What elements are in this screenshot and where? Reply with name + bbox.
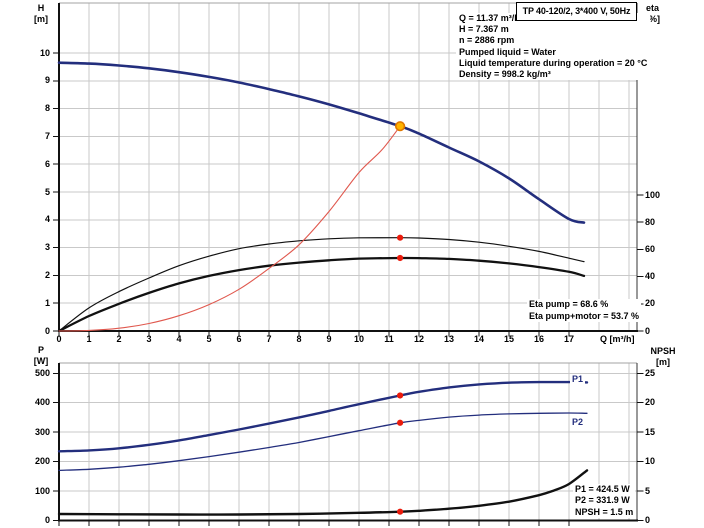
p1-point bbox=[397, 392, 404, 399]
info-n: n = 2886 rpm bbox=[459, 35, 515, 46]
eta-values-note: Eta pump = 68.6 % Eta pump+motor = 53.7 … bbox=[527, 299, 642, 323]
eta-tick-label: 20 bbox=[645, 298, 656, 309]
x-tick-label: 1 bbox=[86, 333, 92, 344]
npsh-tick-label: 20 bbox=[645, 397, 656, 408]
h-axis-label-line1: H bbox=[37, 3, 45, 13]
operating-point-info: Q = 11.37 m³/h H = 7.367 m n = 2886 rpm … bbox=[456, 13, 651, 81]
p-tick-label: 200 bbox=[34, 456, 50, 467]
p2-point bbox=[397, 419, 404, 426]
x-tick-label: 0 bbox=[56, 333, 62, 344]
info-temperature: Liquid temperature during operation = 20… bbox=[459, 57, 648, 68]
eta-pump-curve bbox=[58, 237, 585, 332]
h-tick-label: 9 bbox=[44, 75, 50, 86]
npsh-axis-label-line1: NPSH bbox=[650, 346, 676, 356]
duty-point bbox=[395, 121, 406, 132]
eta-pump-motor-curve bbox=[57, 256, 586, 333]
p-tick-label: 0 bbox=[44, 515, 50, 525]
npsh-value: NPSH = 1.5 m bbox=[575, 506, 634, 517]
p2-curve bbox=[58, 412, 588, 472]
npsh-axis-label-line2: [m] bbox=[656, 356, 670, 367]
eta-tick-label: 60 bbox=[645, 243, 656, 254]
npsh-tick-label: 5 bbox=[645, 485, 651, 496]
npsh-axis-label: NPSH [m] bbox=[644, 346, 682, 367]
p-axis-label-line2: [W] bbox=[33, 355, 49, 366]
info-liquid: Pumped liquid = Water bbox=[459, 46, 556, 57]
h-tick-label: 4 bbox=[44, 214, 50, 225]
p-axis-label-line1: P bbox=[37, 345, 44, 355]
h-tick-label: 0 bbox=[44, 325, 50, 336]
x-tick-label: 16 bbox=[533, 333, 544, 344]
p-tick-label: 500 bbox=[34, 367, 50, 378]
npsh-tick-label: 10 bbox=[645, 456, 656, 467]
eta-tick-label: 100 bbox=[645, 189, 661, 200]
x-tick-label: 4 bbox=[176, 333, 182, 344]
eta-pump-motor-point bbox=[397, 254, 404, 262]
npsh-curve bbox=[57, 469, 589, 516]
h-tick-label: 7 bbox=[44, 130, 50, 141]
eta-tick-label: 40 bbox=[645, 271, 656, 282]
eta-axis-label: eta [%] bbox=[646, 3, 660, 24]
x-tick-label: 2 bbox=[116, 333, 122, 344]
p1-value: P1 = 424.5 W bbox=[575, 484, 630, 494]
p-tick-label: 400 bbox=[34, 397, 50, 408]
h-axis-label-line2: [m] bbox=[34, 13, 48, 24]
eta-pump-point bbox=[397, 234, 404, 241]
p-axis-label: P [W] bbox=[28, 345, 54, 366]
npsh-point bbox=[397, 508, 404, 515]
p1-curve bbox=[57, 380, 589, 453]
h-tick-label: 2 bbox=[44, 269, 50, 280]
eta-axis-label-line1: eta bbox=[646, 3, 660, 13]
h-tick-label: 6 bbox=[44, 158, 50, 169]
x-tick-label: 5 bbox=[206, 333, 212, 344]
q-axis-label: Q [m³/h] bbox=[600, 333, 635, 344]
power-values-note: P1 = 424.5 W P2 = 331.9 W NPSH = 1.5 m bbox=[573, 484, 636, 519]
p-tick-label: 100 bbox=[34, 485, 50, 496]
p2-curve-label: P2 bbox=[570, 417, 586, 427]
info-q: Q = 11.37 m³/h bbox=[459, 13, 520, 23]
h-tick-label: 8 bbox=[44, 103, 50, 114]
q-h-curve-curve bbox=[57, 61, 586, 224]
h-axis-label: H [m] bbox=[28, 3, 54, 24]
p1-curve-label: P1 bbox=[570, 374, 586, 384]
npsh-tick-label: 25 bbox=[645, 367, 656, 378]
pump-type-title-box: TP 40-120/2, 3*400 V, 50Hz bbox=[516, 2, 637, 21]
h-tick-label: 1 bbox=[44, 297, 50, 308]
x-tick-label: 7 bbox=[266, 333, 272, 344]
x-tick-label: 9 bbox=[326, 333, 332, 344]
h-tick-label: 10 bbox=[39, 47, 50, 58]
info-h: H = 7.367 m bbox=[459, 24, 509, 35]
x-tick-label: 11 bbox=[384, 333, 394, 344]
h-tick-label: 5 bbox=[44, 186, 50, 197]
x-tick-label: 17 bbox=[563, 333, 574, 344]
info-density: Density = 998.2 kg/m³ bbox=[459, 69, 551, 80]
duty-point-system-curve-curve bbox=[58, 125, 401, 332]
x-tick-label: 3 bbox=[146, 333, 152, 344]
npsh-tick-label: 15 bbox=[645, 426, 656, 437]
x-tick-label: 6 bbox=[236, 333, 242, 344]
x-tick-label: 8 bbox=[296, 333, 302, 344]
x-tick-label: 13 bbox=[443, 333, 454, 344]
npsh-tick-label: 0 bbox=[645, 515, 651, 525]
p2-value: P2 = 331.9 W bbox=[575, 495, 630, 506]
eta-tick-label: 0 bbox=[645, 325, 651, 336]
x-tick-label: 12 bbox=[413, 333, 424, 344]
x-tick-label: 15 bbox=[503, 333, 514, 344]
eta-axis-label-line2: [%] bbox=[646, 13, 660, 24]
x-tick-label: 14 bbox=[473, 333, 484, 344]
eta-pump-motor-value: Eta pump+motor = 53.7 % bbox=[529, 310, 640, 321]
x-tick-label: 10 bbox=[353, 333, 364, 344]
eta-tick-label: 80 bbox=[645, 216, 656, 227]
eta-pump-value: Eta pump = 68.6 % bbox=[529, 299, 609, 309]
p-tick-label: 300 bbox=[34, 426, 50, 437]
h-tick-label: 3 bbox=[44, 242, 50, 253]
